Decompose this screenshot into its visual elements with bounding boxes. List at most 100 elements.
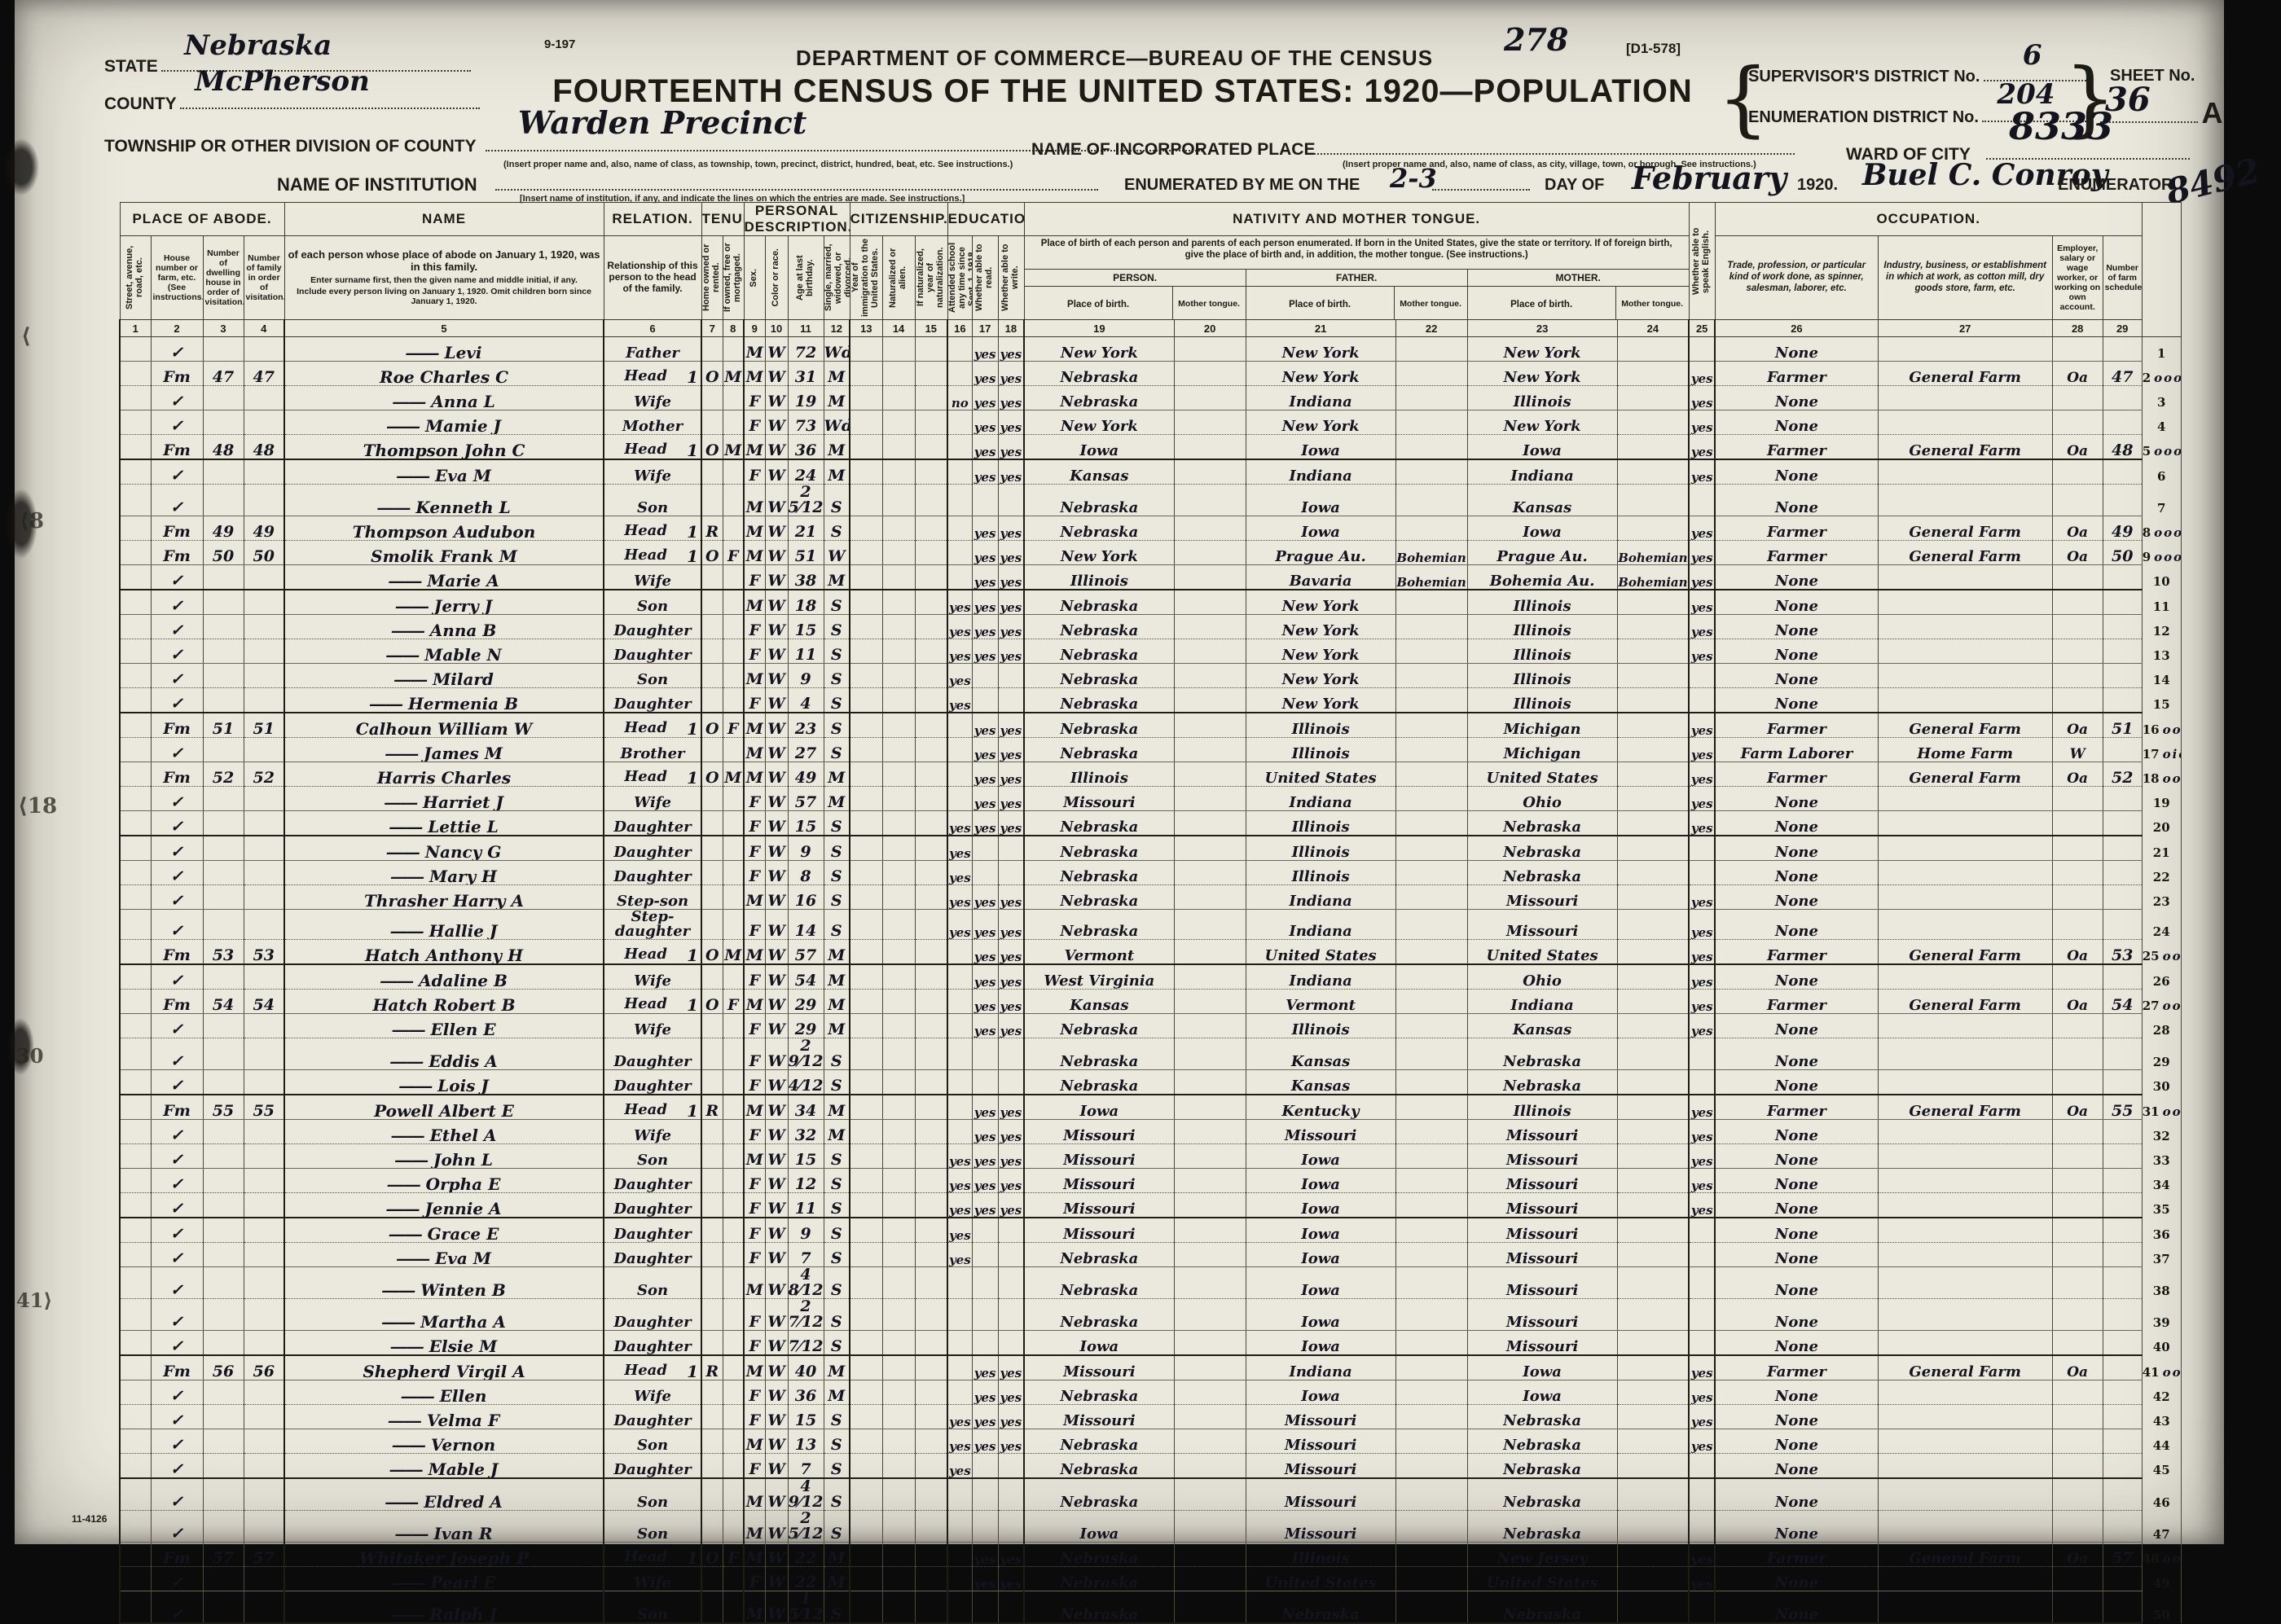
cell-c14 bbox=[881, 516, 916, 541]
cell-dw bbox=[202, 1380, 244, 1405]
cell-o bbox=[701, 737, 723, 762]
cell-rd bbox=[971, 687, 999, 713]
cell-mb: Missouri bbox=[1466, 1266, 1618, 1299]
line-number: 10 bbox=[2141, 564, 2182, 590]
cell-nm: Harris Charles bbox=[283, 762, 604, 787]
cell-dw bbox=[202, 1168, 244, 1193]
cell-ag: 15 bbox=[787, 614, 824, 639]
cell-ag: 15 bbox=[787, 1143, 824, 1169]
cell-cr: W bbox=[764, 884, 789, 910]
cell-fmt bbox=[1395, 909, 1468, 940]
cell-st bbox=[119, 1355, 152, 1380]
cell-c13 bbox=[849, 884, 883, 910]
cell-c13 bbox=[849, 1453, 883, 1479]
cell-in bbox=[1877, 1218, 2053, 1243]
cell-st bbox=[119, 336, 152, 362]
cell-pb: Nebraska bbox=[1023, 1566, 1175, 1591]
cell-c15 bbox=[914, 1355, 948, 1380]
cell-c13 bbox=[849, 1566, 883, 1591]
cell-dw bbox=[202, 1298, 244, 1331]
cell-fm: Fm bbox=[150, 762, 204, 787]
cell-c13 bbox=[849, 540, 883, 565]
cell-in: General Farm bbox=[1877, 540, 2053, 565]
cell-c14 bbox=[881, 909, 916, 940]
cell-cr: W bbox=[764, 540, 789, 565]
cell-mb: Nebraska bbox=[1466, 1591, 1618, 1624]
cell-rl: Head 1 bbox=[603, 434, 702, 460]
cell-mmt bbox=[1616, 989, 1690, 1014]
cell-pb: Nebraska bbox=[1023, 1453, 1175, 1479]
cell-ag: 51 bbox=[787, 540, 824, 565]
cell-rl: Daughter bbox=[603, 1242, 702, 1267]
cell-fb: Iowa bbox=[1245, 1330, 1396, 1356]
cell-rd: yes bbox=[971, 1566, 999, 1591]
cell-en: yes bbox=[1688, 1355, 1716, 1380]
cell-fm: ✓ bbox=[150, 687, 204, 713]
column-industry: Industry, business, or establishment in … bbox=[1877, 235, 2053, 320]
cell-ag: 21 bbox=[787, 516, 824, 541]
cell-rd: yes bbox=[971, 361, 999, 386]
cell-cl bbox=[2051, 687, 2103, 713]
cell-oc: None bbox=[1714, 1143, 1879, 1169]
cell-fm: ✓ bbox=[150, 884, 204, 910]
cell-fs bbox=[2102, 964, 2143, 990]
cell-wr: yes bbox=[997, 1143, 1025, 1169]
cell-pb: Nebraska bbox=[1023, 810, 1175, 836]
cell-c14 bbox=[881, 939, 916, 965]
cell-f bbox=[722, 410, 745, 435]
cell-cl bbox=[2051, 410, 2103, 435]
cell-sc: yes bbox=[947, 909, 973, 940]
cell-in bbox=[1877, 663, 2053, 688]
supervisor-district-value: 6 bbox=[2022, 39, 2042, 72]
cell-sc bbox=[947, 410, 973, 435]
cell-c13 bbox=[849, 1168, 883, 1193]
cell-sc bbox=[947, 786, 973, 811]
cell-c13 bbox=[849, 836, 883, 861]
scan-blemish bbox=[3, 138, 39, 195]
cell-fa: 55 bbox=[243, 1095, 285, 1120]
cell-st bbox=[119, 410, 152, 435]
cell-o bbox=[701, 1192, 723, 1218]
cell-cl: Oa bbox=[2051, 1355, 2103, 1380]
cell-cr: W bbox=[764, 1542, 789, 1567]
cell-cl: Oa bbox=[2051, 939, 2103, 965]
cell-cr: W bbox=[764, 385, 789, 410]
cell-rl: Wife bbox=[603, 564, 702, 590]
cell-fmt bbox=[1395, 1218, 1468, 1243]
cell-wr: yes bbox=[997, 810, 1025, 836]
cell-dw bbox=[202, 1478, 244, 1511]
cell-fa bbox=[243, 1218, 285, 1243]
cell-sc bbox=[947, 737, 973, 762]
cell-ag: 57 bbox=[787, 939, 824, 965]
cell-cl bbox=[2051, 1038, 2103, 1070]
cell-st bbox=[119, 459, 152, 485]
cell-sc bbox=[947, 1330, 973, 1356]
cell-pmt bbox=[1173, 713, 1246, 738]
cell-c14 bbox=[881, 1478, 916, 1511]
cell-f bbox=[722, 1510, 745, 1543]
cell-mmt bbox=[1616, 1355, 1690, 1380]
cell-c13 bbox=[849, 1355, 883, 1380]
cell-pmt bbox=[1173, 516, 1246, 541]
cell-o bbox=[701, 884, 723, 910]
cell-cr: W bbox=[764, 663, 789, 688]
cell-fs bbox=[2102, 410, 2143, 435]
line-number-value: 48 bbox=[2142, 1551, 2160, 1566]
cell-mb: Missouri bbox=[1466, 1242, 1618, 1267]
cell-pmt bbox=[1173, 737, 1246, 762]
cell-mb: Nebraska bbox=[1466, 836, 1618, 861]
cell-mb: Missouri bbox=[1466, 1298, 1618, 1331]
cell-ag: 11 bbox=[787, 639, 824, 664]
cell-wr: yes bbox=[997, 434, 1025, 460]
cell-en: yes bbox=[1688, 385, 1716, 410]
cell-st bbox=[119, 1095, 152, 1120]
cell-oc: None bbox=[1714, 639, 1879, 664]
cell-sc bbox=[947, 1542, 973, 1567]
cell-c14 bbox=[881, 1266, 916, 1299]
cell-nm: ―― Ellen E bbox=[283, 1013, 604, 1038]
cell-fs: 48 bbox=[2102, 434, 2143, 460]
cell-cl bbox=[2051, 1330, 2103, 1356]
cell-o bbox=[701, 385, 723, 410]
cell-mb: Nebraska bbox=[1466, 1038, 1618, 1070]
cell-ms: S bbox=[823, 836, 850, 861]
